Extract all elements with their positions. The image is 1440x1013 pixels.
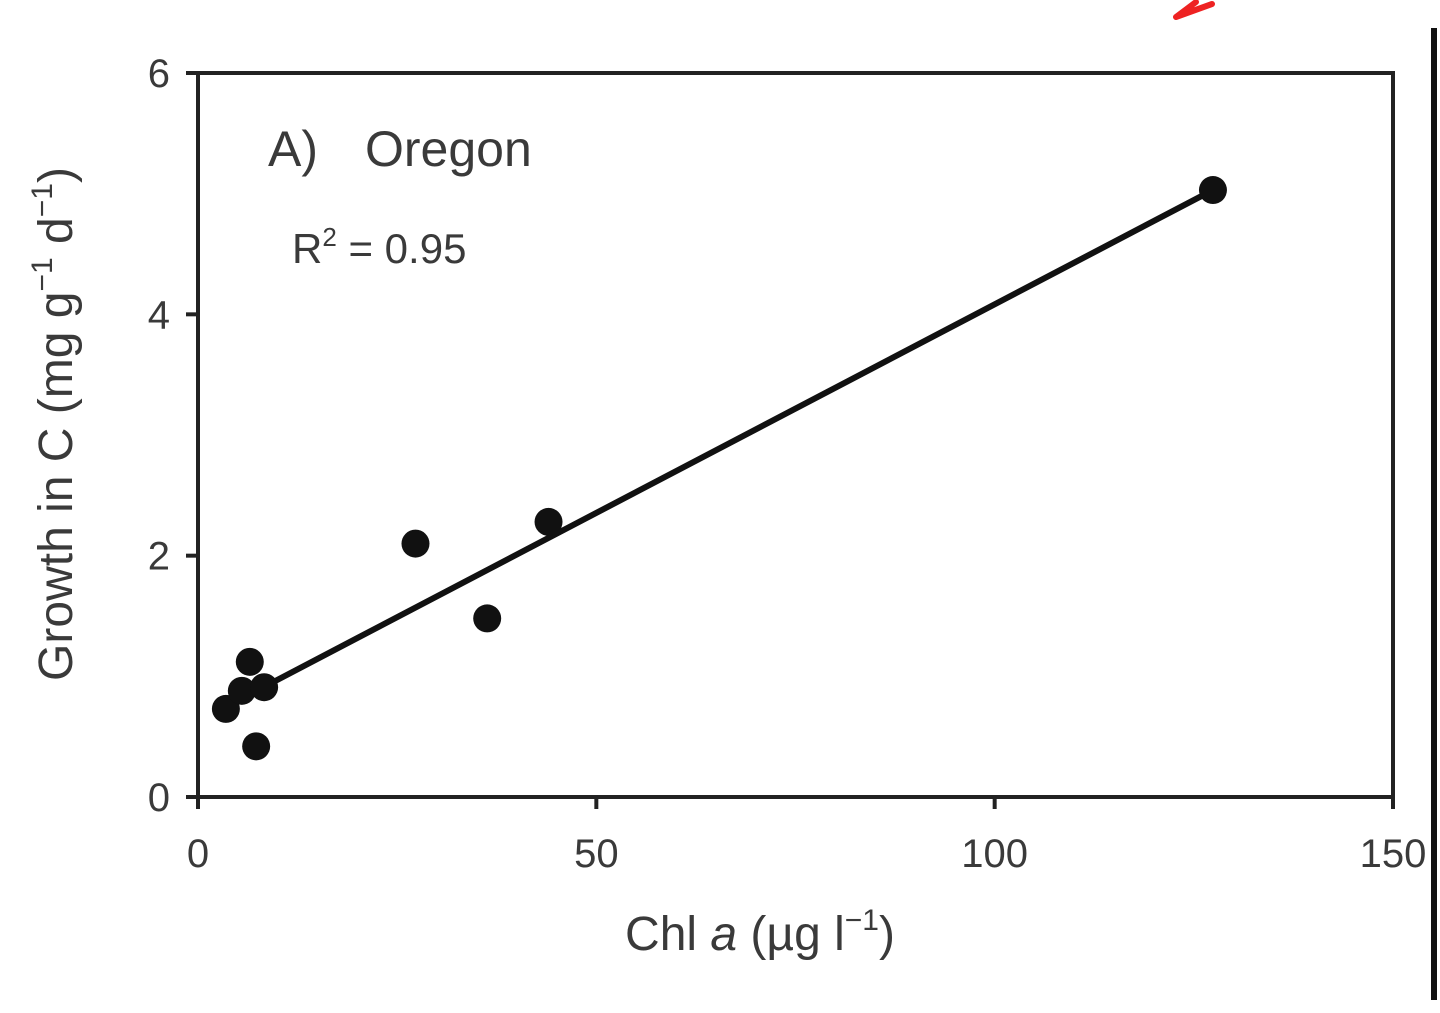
red-annotation-mark — [1173, 0, 1215, 20]
data-point — [227, 676, 256, 705]
y-axis-ticks: 0 2 4 6 — [148, 52, 198, 820]
x-axis-label-unit: (µg l — [737, 908, 845, 961]
data-point — [473, 604, 502, 633]
y-axis-label-close: ) — [30, 167, 83, 183]
panel-label: A) — [268, 121, 318, 177]
y-tick-label: 0 — [148, 776, 170, 820]
y-axis-label-exponent-2: −1 — [26, 183, 59, 217]
data-point — [211, 694, 240, 723]
x-tick-label: 50 — [574, 832, 619, 876]
data-point — [534, 507, 563, 536]
r-squared-value: = 0.95 — [337, 225, 467, 272]
y-axis-label: Growth in C (mg g−1 d−1) — [26, 167, 83, 681]
y-axis-label-exponent-1: −1 — [26, 257, 59, 291]
x-axis-label-exponent: −1 — [845, 904, 879, 937]
regression-line — [262, 187, 1216, 689]
data-point — [401, 529, 430, 558]
x-axis-label: Chl a (µg l−1) — [625, 904, 895, 961]
r-squared-annotation: R2 = 0.95 — [292, 222, 466, 272]
y-tick-label: 2 — [148, 535, 170, 579]
y-tick-label: 6 — [148, 52, 170, 96]
r-squared-exponent: 2 — [322, 222, 336, 252]
x-tick-label: 0 — [187, 832, 209, 876]
x-tick-label: 150 — [1360, 832, 1427, 876]
x-axis-label-italic: a — [710, 908, 737, 961]
y-tick-label: 4 — [148, 293, 170, 337]
data-point — [250, 673, 279, 702]
x-axis-ticks: 0 50 100 150 — [187, 797, 1427, 876]
x-axis-label-close: ) — [879, 908, 895, 961]
data-points — [211, 176, 1227, 761]
r-squared-symbol: R — [292, 225, 322, 272]
plot-area-frame — [196, 71, 1395, 799]
x-tick-label: 100 — [961, 832, 1028, 876]
data-point — [235, 647, 264, 676]
y-axis-label-mid: d — [30, 217, 83, 257]
chart-title: Oregon — [365, 121, 532, 177]
x-axis-label-prefix: Chl — [625, 908, 710, 961]
regression-line-group — [262, 187, 1216, 689]
data-point — [242, 732, 271, 761]
data-point — [1198, 176, 1227, 205]
y-axis-label-main: Growth in C (mg g — [30, 292, 83, 681]
